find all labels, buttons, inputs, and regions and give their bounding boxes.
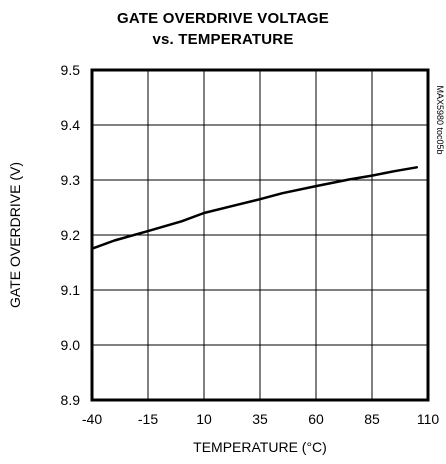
x-tick-label: 35 xyxy=(252,411,268,427)
x-tick-label: 60 xyxy=(308,411,324,427)
series-line xyxy=(90,166,419,250)
x-tick-labels: -40 -15 10 35 60 85 110 xyxy=(82,411,439,427)
y-tick-label: 9.4 xyxy=(61,117,81,133)
x-tick-label: 10 xyxy=(196,411,212,427)
y-tick-label: 9.0 xyxy=(61,337,81,353)
x-tick-label: 110 xyxy=(417,411,440,427)
chart-title: GATE OVERDRIVE VOLTAGE xyxy=(117,10,329,27)
plot-frame xyxy=(90,68,430,402)
y-tick-labels: 8.9 9.0 9.1 9.2 9.3 9.4 9.5 xyxy=(61,62,81,408)
side-code-label: MAX5980 toc05b xyxy=(435,85,445,154)
x-tick-label: -15 xyxy=(138,411,158,427)
y-tick-label: 9.1 xyxy=(61,282,81,298)
x-tick-label: -40 xyxy=(82,411,102,427)
y-tick-label: 9.5 xyxy=(61,62,81,78)
y-tick-label: 9.3 xyxy=(61,172,81,188)
chart-subtitle: vs. TEMPERATURE xyxy=(152,31,294,48)
y-tick-label: 8.9 xyxy=(61,392,81,408)
x-axis-label: TEMPERATURE (°C) xyxy=(193,439,327,455)
y-axis-label: GATE OVERDRIVE (V) xyxy=(7,162,23,308)
x-tick-label: 85 xyxy=(364,411,380,427)
y-tick-label: 9.2 xyxy=(61,227,81,243)
grid-lines xyxy=(92,70,428,400)
